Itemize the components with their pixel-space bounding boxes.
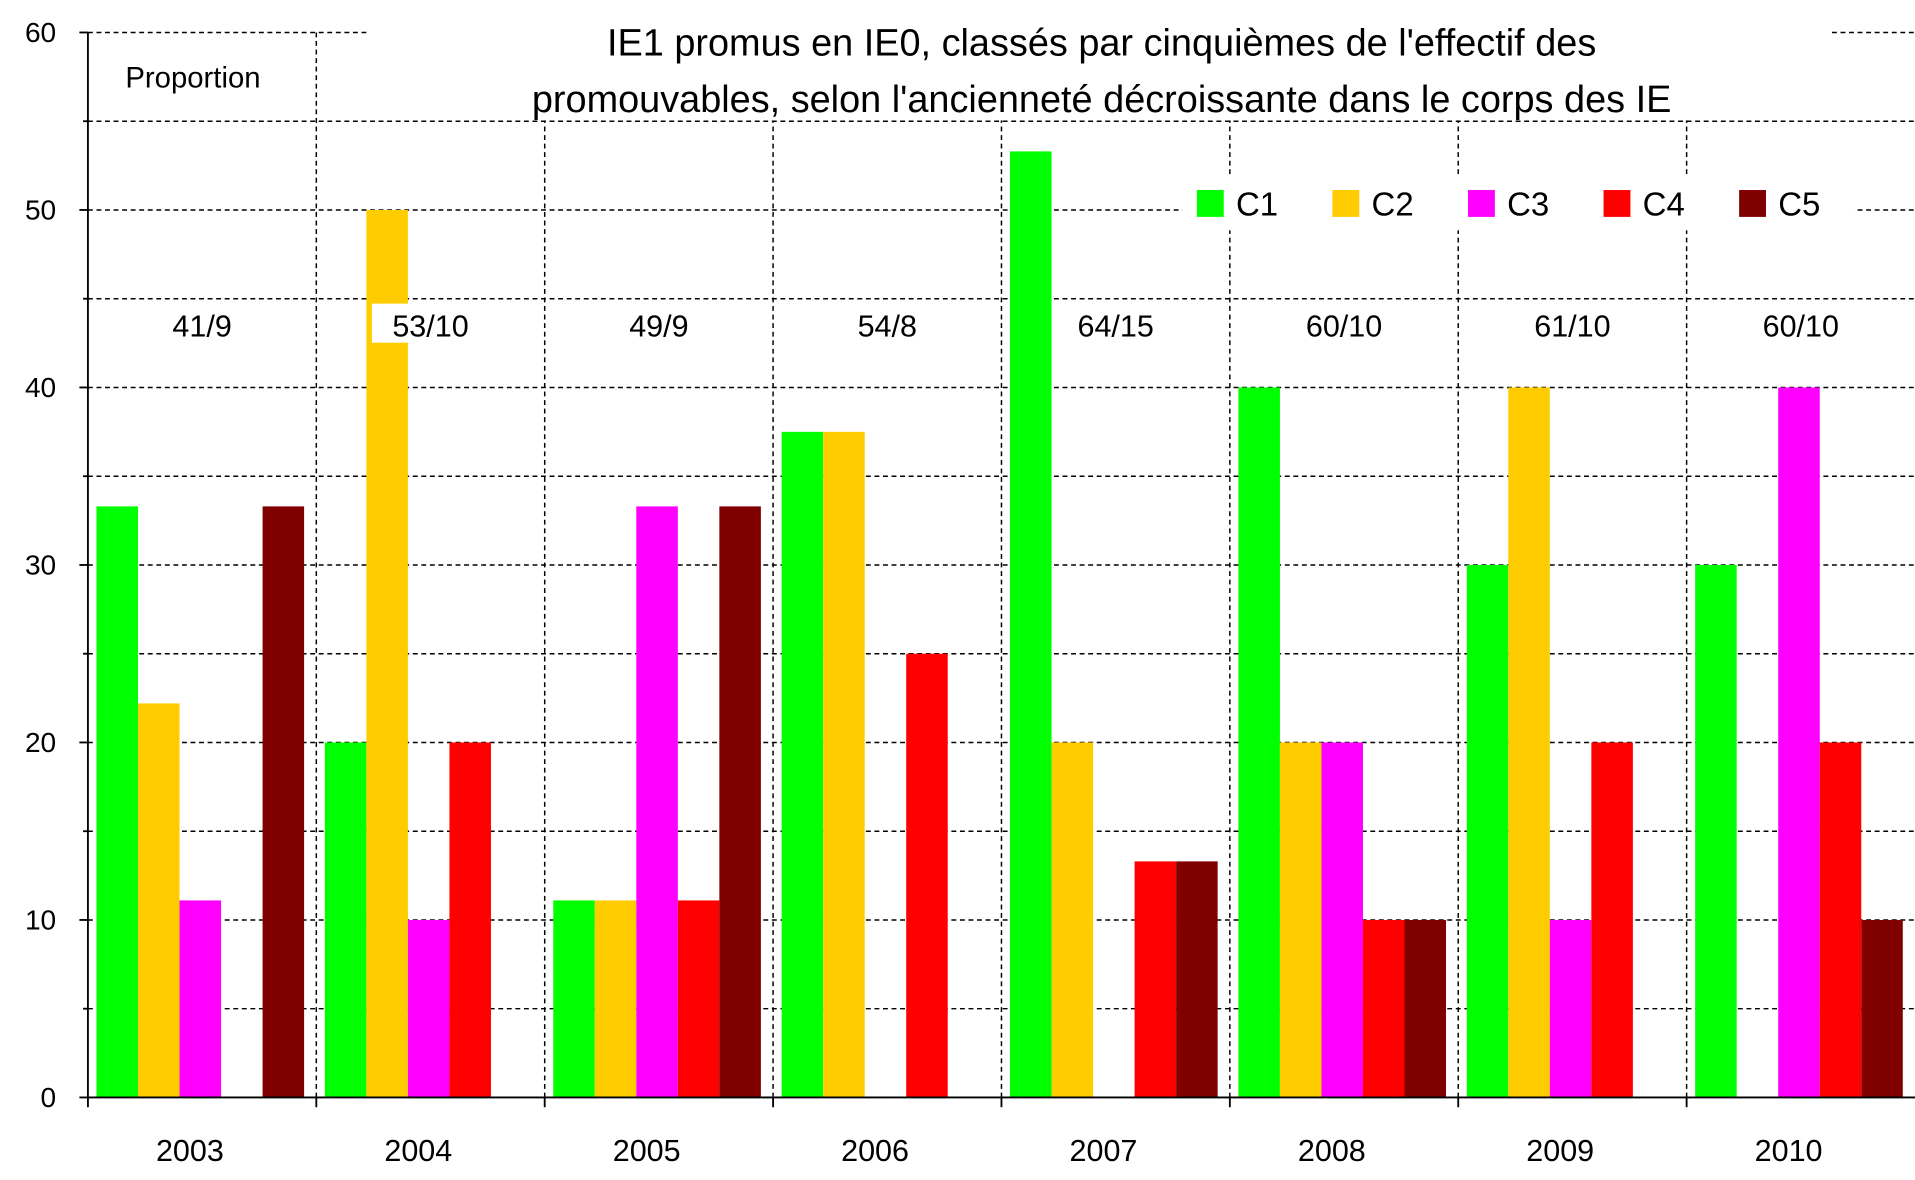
legend-swatch xyxy=(1739,190,1767,217)
bar xyxy=(594,900,637,1098)
annotation: 60/10 xyxy=(1763,310,1839,344)
bar xyxy=(262,506,305,1098)
y-tick-label: 50 xyxy=(25,195,56,226)
bar xyxy=(823,431,865,1098)
bar xyxy=(1279,742,1322,1098)
legend-swatch xyxy=(1196,190,1224,217)
x-tick-label: 2009 xyxy=(1526,1134,1594,1168)
x-tick-label: 2005 xyxy=(613,1134,681,1168)
annotation: 53/10 xyxy=(392,310,468,344)
annotation-background xyxy=(371,303,490,343)
legend-label: C2 xyxy=(1372,186,1414,223)
bar xyxy=(1134,861,1177,1098)
y-tick-label: 10 xyxy=(25,905,56,936)
bar xyxy=(1362,919,1405,1098)
bar xyxy=(96,506,139,1098)
x-tick-label: 2006 xyxy=(841,1134,909,1168)
legend-label: C4 xyxy=(1643,186,1685,223)
bar xyxy=(1238,387,1280,1098)
bar xyxy=(449,742,491,1098)
annotation: 60/10 xyxy=(1306,310,1382,344)
y-tick-label: 0 xyxy=(41,1082,57,1113)
bars xyxy=(96,151,1903,1098)
bar xyxy=(1010,151,1052,1098)
bar xyxy=(1404,919,1447,1098)
bar xyxy=(179,900,222,1098)
y-tick-label: 40 xyxy=(25,372,56,403)
bar xyxy=(1051,742,1094,1098)
annotation-background xyxy=(1285,303,1403,343)
annotation-background xyxy=(1742,303,1860,343)
legend-swatch xyxy=(1332,190,1360,217)
legend-swatch xyxy=(1468,190,1495,217)
x-tick-label: 2003 xyxy=(156,1134,224,1168)
label-background xyxy=(95,54,291,101)
y-tick-label: 30 xyxy=(25,550,56,581)
bar xyxy=(1778,387,1820,1098)
annotation-background xyxy=(1513,303,1632,343)
chart-title: IE1 promus en IE0, classés par cinquième… xyxy=(607,23,1596,65)
annotation-background xyxy=(600,303,718,343)
bar xyxy=(677,900,720,1098)
bar xyxy=(553,900,595,1098)
legend-label: C5 xyxy=(1778,186,1820,223)
annotation-background xyxy=(143,303,261,343)
y-tick-label: 60 xyxy=(25,17,56,48)
bar xyxy=(906,653,948,1098)
legend-swatch xyxy=(1603,190,1631,217)
x-tick-label: 2010 xyxy=(1755,1134,1823,1168)
bar xyxy=(1819,742,1862,1098)
bar xyxy=(719,506,761,1098)
annotation: 61/10 xyxy=(1534,310,1610,344)
bar xyxy=(138,703,180,1098)
legend-label: C3 xyxy=(1507,186,1549,223)
bar xyxy=(324,742,367,1098)
title-background xyxy=(366,10,1832,121)
annotation: 49/9 xyxy=(629,310,688,344)
bar xyxy=(366,209,408,1098)
labels: 0 10 20 30 40 50 60 2003 41/9 2004 53/10 2005 49/9 20… xyxy=(25,17,1915,1168)
x-tick-label: 2008 xyxy=(1298,1134,1366,1168)
bar xyxy=(1508,387,1550,1098)
bar xyxy=(1321,742,1363,1098)
annotation: 41/9 xyxy=(172,310,231,344)
x-tick-label: 2007 xyxy=(1070,1134,1138,1168)
bar xyxy=(1861,919,1903,1098)
bar xyxy=(781,431,824,1098)
bar xyxy=(1695,564,1737,1098)
annotation: 64/15 xyxy=(1077,310,1153,344)
annotation: 54/8 xyxy=(858,310,917,344)
bar xyxy=(1549,919,1592,1098)
bar xyxy=(407,919,450,1098)
bar xyxy=(1466,564,1509,1098)
bar xyxy=(1176,861,1218,1098)
x-tick-label: 2004 xyxy=(384,1134,452,1168)
annotation-background xyxy=(828,303,946,343)
bar xyxy=(636,506,678,1098)
chart-title: promouvables, selon l'ancienneté décrois… xyxy=(532,79,1671,121)
annotation-background xyxy=(1057,303,1175,343)
legend-label: C1 xyxy=(1236,186,1278,223)
bar xyxy=(1591,742,1633,1098)
y-tick-label: 20 xyxy=(25,727,56,758)
y-axis-label: Proportion xyxy=(125,61,260,94)
grid xyxy=(87,10,1915,1099)
